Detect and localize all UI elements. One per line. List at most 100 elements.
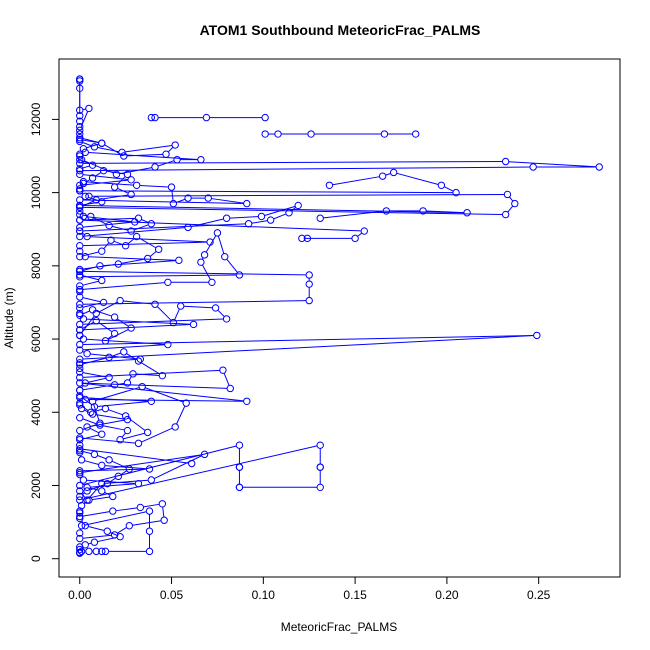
series-line (108, 329, 129, 340)
data-point (81, 541, 89, 549)
series-line (86, 479, 136, 484)
data-point (303, 234, 312, 243)
data-point (76, 300, 84, 308)
series-line (82, 418, 98, 425)
data-point (92, 196, 100, 204)
data-point (76, 134, 84, 142)
data-point (85, 104, 93, 113)
data-point (98, 247, 106, 255)
data-point (76, 137, 84, 146)
data-point (162, 150, 170, 158)
series-line (82, 321, 94, 329)
series-line (128, 376, 132, 381)
series-line (106, 170, 125, 175)
series-line (82, 219, 362, 232)
data-point (92, 317, 100, 325)
data-point (533, 331, 541, 340)
data-point (182, 399, 190, 407)
data-point (147, 476, 156, 484)
data-point (151, 113, 159, 122)
data-point (121, 241, 130, 250)
data-point (76, 293, 84, 301)
series-line (99, 194, 129, 200)
series-line (323, 210, 384, 219)
data-point (76, 232, 84, 241)
data-point (120, 348, 128, 356)
series-line (223, 372, 230, 386)
data-point (147, 220, 156, 228)
series-line (82, 270, 307, 276)
series-line (82, 221, 132, 228)
data-point (463, 209, 471, 217)
data-point (76, 126, 84, 135)
data-point (235, 441, 244, 449)
data-point (85, 547, 93, 556)
data-point (76, 487, 84, 495)
x-tick-label: 0.25 (527, 588, 551, 602)
series-line (89, 427, 100, 434)
data-point (145, 507, 154, 515)
data-point (76, 368, 84, 376)
data-point (164, 340, 172, 349)
series-line (104, 479, 149, 484)
series-line (174, 308, 180, 320)
data-point (76, 170, 84, 179)
data-point (88, 397, 97, 405)
series-line (82, 511, 110, 517)
series-line (82, 423, 98, 430)
series-line (82, 382, 244, 402)
series-line (93, 408, 103, 412)
data-point (98, 479, 106, 488)
series-line (112, 225, 129, 231)
data-point (154, 245, 163, 254)
series-line (444, 186, 454, 192)
data-point (200, 251, 209, 259)
series-line (111, 352, 121, 357)
data-point (266, 216, 275, 224)
data-point (123, 170, 132, 179)
series-line (157, 160, 175, 167)
series-line (82, 437, 136, 444)
series-line (123, 300, 152, 305)
series-line (82, 204, 464, 214)
series-line (90, 353, 138, 360)
data-point (167, 183, 176, 191)
data-point (76, 364, 84, 373)
data-point (243, 397, 251, 405)
data-point (134, 357, 143, 365)
data-point (121, 412, 130, 420)
x-tick-label: 0.05 (160, 588, 184, 602)
series-line (82, 445, 318, 500)
data-point (132, 232, 141, 241)
data-point (99, 166, 108, 175)
data-point (76, 373, 84, 382)
series-line (82, 263, 116, 270)
data-point (177, 302, 185, 310)
data-point (103, 479, 111, 488)
data-point (98, 276, 106, 285)
data-point (105, 221, 113, 230)
data-point (76, 340, 84, 349)
series-line (201, 264, 211, 280)
data-point (164, 278, 172, 287)
series-line (82, 165, 90, 169)
series-line (133, 224, 149, 231)
series-line (167, 146, 174, 153)
data-point (316, 441, 324, 449)
series-line (97, 455, 107, 460)
data-point (316, 483, 324, 492)
data-point (305, 296, 313, 305)
series-line (88, 152, 198, 160)
data-point (76, 207, 84, 215)
data-point (76, 512, 84, 521)
data-point (145, 527, 154, 535)
data-point (76, 434, 84, 442)
series-line (88, 398, 244, 402)
series-line (98, 301, 118, 313)
series-line (154, 455, 202, 480)
data-point (81, 192, 89, 200)
data-point (76, 326, 84, 334)
series-line (127, 417, 146, 431)
y-tick-label: 12000 (29, 102, 43, 136)
data-point (127, 324, 135, 332)
